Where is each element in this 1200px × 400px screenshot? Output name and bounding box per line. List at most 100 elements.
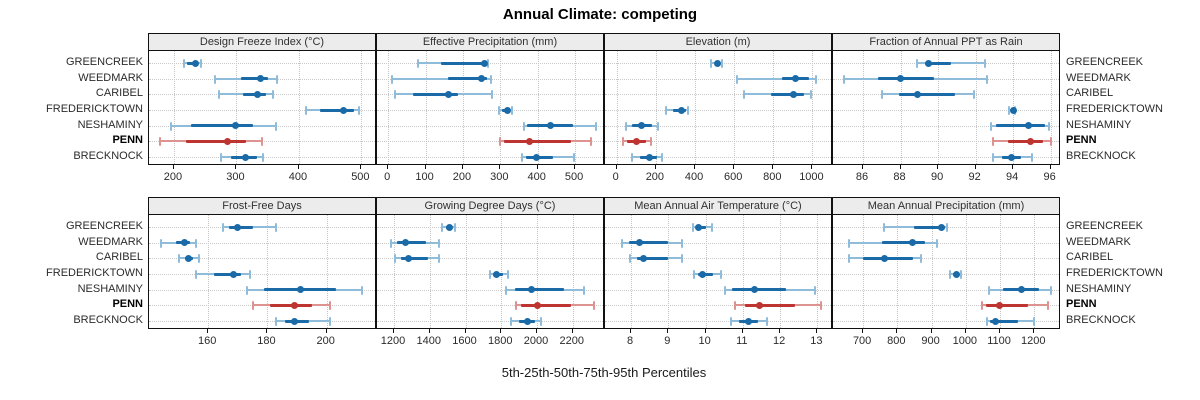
iqr-bar-25th-75th bbox=[191, 124, 254, 128]
whisker-cap-95th bbox=[271, 90, 274, 100]
median-dot bbox=[296, 286, 304, 294]
whisker-cap-5th bbox=[665, 106, 668, 115]
grid-line-vertical bbox=[705, 215, 707, 328]
whisker-cap-95th bbox=[261, 137, 264, 147]
median-dot bbox=[638, 122, 646, 130]
whisker-cap-95th bbox=[438, 238, 441, 248]
grid-line-horizontal bbox=[605, 227, 831, 228]
row-label-left-caribel: CARIBEL bbox=[95, 87, 143, 100]
whisker-cap-95th bbox=[454, 223, 457, 232]
axis-tick bbox=[360, 165, 362, 169]
whisker-cap-5th bbox=[733, 301, 736, 311]
axis-tick-label: 9 bbox=[664, 335, 671, 347]
whisker-cap-95th bbox=[984, 59, 986, 68]
median-dot bbox=[881, 254, 889, 262]
row-label-right-fredericktown: FREDERICKTOWN bbox=[1066, 267, 1163, 279]
median-dot bbox=[525, 137, 533, 145]
whisker-cap-95th bbox=[595, 121, 598, 131]
whisker-cap-95th bbox=[198, 254, 201, 264]
axis-tick bbox=[811, 165, 813, 169]
grid-line-vertical bbox=[425, 51, 427, 164]
grid-line-vertical bbox=[780, 215, 782, 328]
grid-line-horizontal bbox=[605, 125, 831, 127]
whisker-cap-5th bbox=[625, 121, 628, 131]
whisker-cap-5th bbox=[985, 317, 988, 326]
grid-line-horizontal bbox=[377, 321, 603, 322]
grid-line-vertical bbox=[537, 51, 539, 164]
whisker-cap-95th bbox=[920, 254, 923, 264]
axis-tick-label: 500 bbox=[351, 171, 370, 183]
axis-tick bbox=[741, 329, 743, 333]
grid-line-vertical bbox=[267, 215, 269, 328]
axis-tick bbox=[704, 329, 706, 333]
axis-tick-label: 200 bbox=[645, 171, 665, 183]
axis-tick-label: 800 bbox=[887, 335, 906, 347]
whisker-cap-5th bbox=[498, 106, 501, 115]
whisker-cap-5th bbox=[195, 270, 198, 279]
axis-tick-label: 600 bbox=[723, 171, 743, 183]
median-dot bbox=[897, 75, 905, 83]
iqr-bar-25th-75th bbox=[986, 303, 1029, 307]
axis-tick-label: 1400 bbox=[416, 335, 441, 347]
grid-line-horizontal bbox=[605, 110, 831, 111]
row-label-right-penn: PENN bbox=[1066, 134, 1097, 147]
axis-tick bbox=[325, 329, 327, 333]
whisker-cap-5th bbox=[217, 90, 220, 100]
median-dot bbox=[744, 317, 752, 325]
whisker-cap-5th bbox=[498, 137, 501, 147]
whisker-cap-95th bbox=[438, 254, 441, 264]
grid-line-horizontal bbox=[605, 94, 831, 96]
grid-line-vertical bbox=[631, 215, 633, 328]
iqr-bar-25th-75th bbox=[914, 225, 945, 229]
axis-tick bbox=[392, 329, 394, 333]
whisker-cap-95th bbox=[248, 270, 251, 279]
axis-tick bbox=[172, 165, 174, 169]
grid-line-horizontal bbox=[605, 141, 831, 143]
grid-line-vertical bbox=[236, 51, 238, 164]
median-dot bbox=[224, 137, 232, 145]
grid-line-vertical bbox=[695, 51, 697, 164]
whisker-cap-95th bbox=[687, 106, 690, 115]
axis-tick bbox=[424, 165, 426, 169]
row-label-left-fredericktown: FREDERICKTOWN bbox=[46, 103, 143, 115]
whisker-cap-5th bbox=[417, 59, 420, 68]
grid-line-vertical bbox=[298, 51, 300, 164]
grid-line-horizontal bbox=[149, 258, 375, 260]
median-dot bbox=[256, 75, 264, 83]
grid-line-horizontal bbox=[605, 305, 831, 307]
median-dot bbox=[480, 59, 488, 67]
axis-tick-label: 10 bbox=[698, 335, 711, 347]
whisker-cap-5th bbox=[723, 285, 726, 295]
iqr-bar-25th-75th bbox=[504, 139, 571, 143]
grid-line-horizontal bbox=[149, 321, 375, 322]
axis-tick-label: 11 bbox=[736, 335, 748, 347]
row-label-left-caribel: CARIBEL bbox=[95, 251, 143, 264]
panel-effective-precipitation-mm bbox=[376, 50, 604, 165]
row-label-left-brecknock: BRECKNOCK bbox=[73, 150, 143, 162]
whisker-cap-5th bbox=[504, 285, 507, 295]
iqr-bar-25th-75th bbox=[448, 77, 488, 81]
whisker-cap-5th bbox=[710, 59, 713, 68]
grid-line-vertical bbox=[429, 215, 431, 328]
grid-line-vertical bbox=[462, 51, 464, 164]
grid-line-vertical bbox=[326, 215, 328, 328]
axis-tick bbox=[862, 329, 864, 333]
whisker-cap-95th bbox=[275, 223, 278, 232]
row-label-right-weedmark: WEEDMARK bbox=[1066, 71, 1131, 84]
iqr-bar-25th-75th bbox=[241, 77, 268, 81]
axis-tick bbox=[733, 165, 735, 169]
axis-tick bbox=[667, 329, 669, 333]
whisker-cap-5th bbox=[158, 137, 161, 147]
axis-tick-label: 160 bbox=[198, 335, 217, 347]
panel-growing-degree-days-c bbox=[376, 214, 604, 329]
whisker-cap-5th bbox=[742, 90, 745, 100]
median-dot bbox=[229, 270, 237, 278]
grid-line-horizontal bbox=[377, 141, 603, 143]
median-dot bbox=[527, 286, 535, 294]
axis-tick-label: 1000 bbox=[952, 335, 978, 347]
grid-line-vertical bbox=[361, 51, 363, 164]
whisker-cap-5th bbox=[304, 106, 307, 115]
axis-tick-label: 1600 bbox=[452, 335, 477, 347]
iqr-bar-25th-75th bbox=[629, 241, 669, 245]
axis-tick bbox=[816, 329, 818, 333]
